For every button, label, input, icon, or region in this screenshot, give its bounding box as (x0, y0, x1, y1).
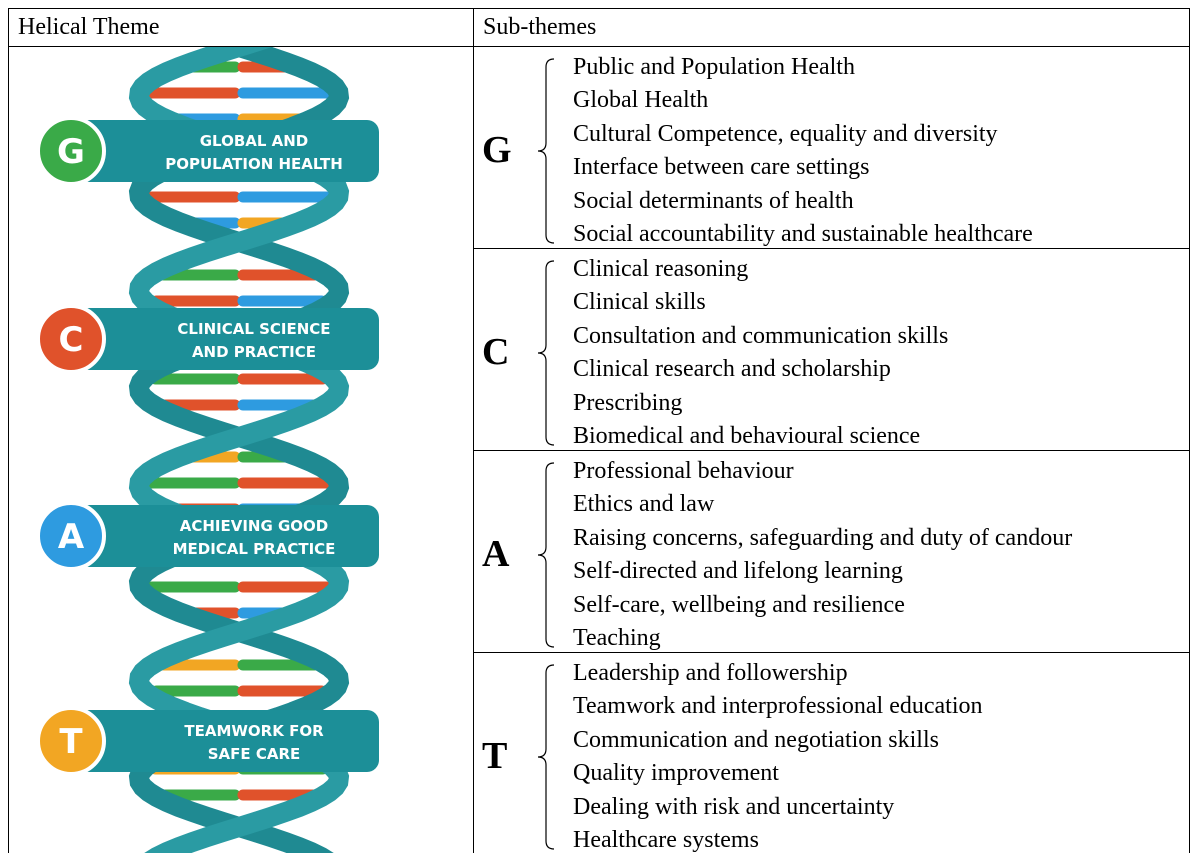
sub-theme: Cultural Competence, equality and divers… (573, 120, 998, 147)
helix-illustration: G GLOBAL AND POPULATION HEALTH C CLINICAL SC… (36, 47, 379, 853)
curly-bracket (537, 58, 555, 244)
sub-theme: Dealing with risk and uncertainty (573, 793, 895, 820)
badge-letter: T (59, 722, 83, 762)
sub-theme: Interface between care settings (573, 154, 870, 181)
sub-theme: Social determinants of health (573, 187, 854, 214)
sub-theme: Communication and negotiation skills (573, 726, 939, 753)
sub-theme: Clinical skills (573, 289, 706, 316)
sub-theme: Raising concerns, safeguarding and duty … (573, 524, 1073, 551)
banner-text: GLOBAL AND (200, 132, 309, 150)
badge-letter: C (59, 320, 84, 360)
border (8, 46, 1190, 47)
banner (54, 505, 379, 567)
theme-letter: G (482, 129, 512, 171)
banner-text: MEDICAL PRACTICE (173, 540, 336, 558)
theme-badge (36, 501, 106, 571)
header-cell: Sub-themes (483, 14, 597, 40)
sub-theme: Clinical research and scholarship (573, 356, 891, 383)
curly-bracket (537, 260, 555, 446)
badge-letter: A (58, 517, 85, 557)
sub-theme: Teaching (573, 625, 661, 651)
sub-theme: Clinical reasoning (573, 256, 749, 282)
theme-letter: T (482, 735, 508, 777)
banner (54, 120, 379, 182)
sub-theme: Public and Population Health (573, 54, 855, 80)
sub-theme: Prescribing (573, 389, 683, 416)
banner-text: ACHIEVING GOOD (180, 517, 329, 535)
border (1189, 8, 1190, 853)
curly-bracket (537, 664, 555, 850)
row-border (473, 248, 1190, 249)
theme-badge (36, 706, 106, 776)
border (8, 8, 9, 853)
sub-theme: Biomedical and behavioural science (573, 423, 921, 449)
sub-theme: Leadership and followership (573, 660, 848, 686)
sub-theme: Self-directed and lifelong learning (573, 558, 903, 585)
badge-letter: G (57, 132, 85, 172)
banner-text: SAFE CARE (208, 745, 301, 763)
sub-theme: Social accountability and sustainable he… (573, 221, 1033, 247)
sub-theme: Consultation and communication skills (573, 322, 949, 349)
row-border (473, 450, 1190, 451)
banner (54, 308, 379, 370)
theme-letter: C (482, 331, 510, 373)
theme-badge (36, 304, 106, 374)
sub-theme: Healthcare systems (573, 827, 759, 853)
banner-text: CLINICAL SCIENCE (177, 320, 330, 338)
banner-text: POPULATION HEALTH (165, 155, 343, 173)
banner (54, 710, 379, 772)
row-border (473, 652, 1190, 653)
curly-bracket (537, 462, 555, 648)
brackets (537, 58, 555, 850)
sub-theme: Global Health (573, 87, 709, 114)
border (473, 8, 474, 853)
sub-theme: Teamwork and interprofessional education (573, 693, 983, 720)
sub-theme: Professional behaviour (573, 458, 794, 484)
theme-badge (36, 116, 106, 186)
sub-theme: Self-care, wellbeing and resilience (573, 591, 905, 618)
header-cell: Helical Theme (18, 14, 160, 40)
banner-text: TEAMWORK FOR (184, 722, 324, 740)
theme-letter: A (482, 533, 510, 575)
sub-theme: Quality improvement (573, 760, 779, 787)
banner-text: AND PRACTICE (192, 343, 316, 361)
sub-theme: Ethics and law (573, 491, 715, 518)
border (8, 8, 1190, 9)
